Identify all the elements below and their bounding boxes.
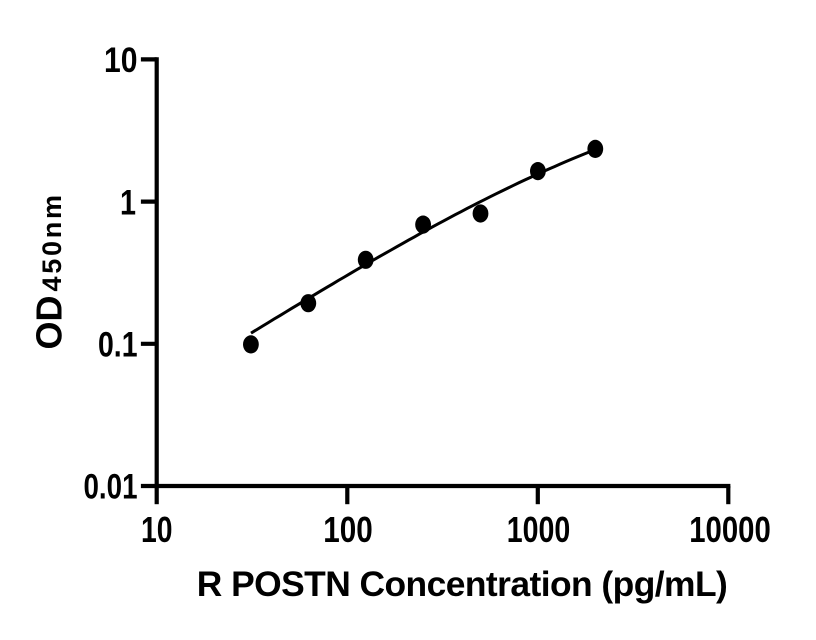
svg-text:OD: OD (29, 296, 70, 350)
svg-text:R POSTN Concentration (pg/mL): R POSTN Concentration (pg/mL) (197, 564, 728, 604)
svg-text:100: 100 (323, 509, 373, 550)
svg-text:450nm: 450nm (37, 195, 67, 292)
svg-text:1: 1 (120, 183, 136, 222)
svg-text:0.01: 0.01 (84, 468, 138, 507)
svg-text:0.1: 0.1 (98, 326, 138, 365)
svg-text:1000: 1000 (507, 509, 571, 550)
svg-text:10: 10 (141, 509, 173, 550)
svg-text:10: 10 (104, 41, 138, 80)
svg-text:10000: 10000 (689, 509, 771, 550)
